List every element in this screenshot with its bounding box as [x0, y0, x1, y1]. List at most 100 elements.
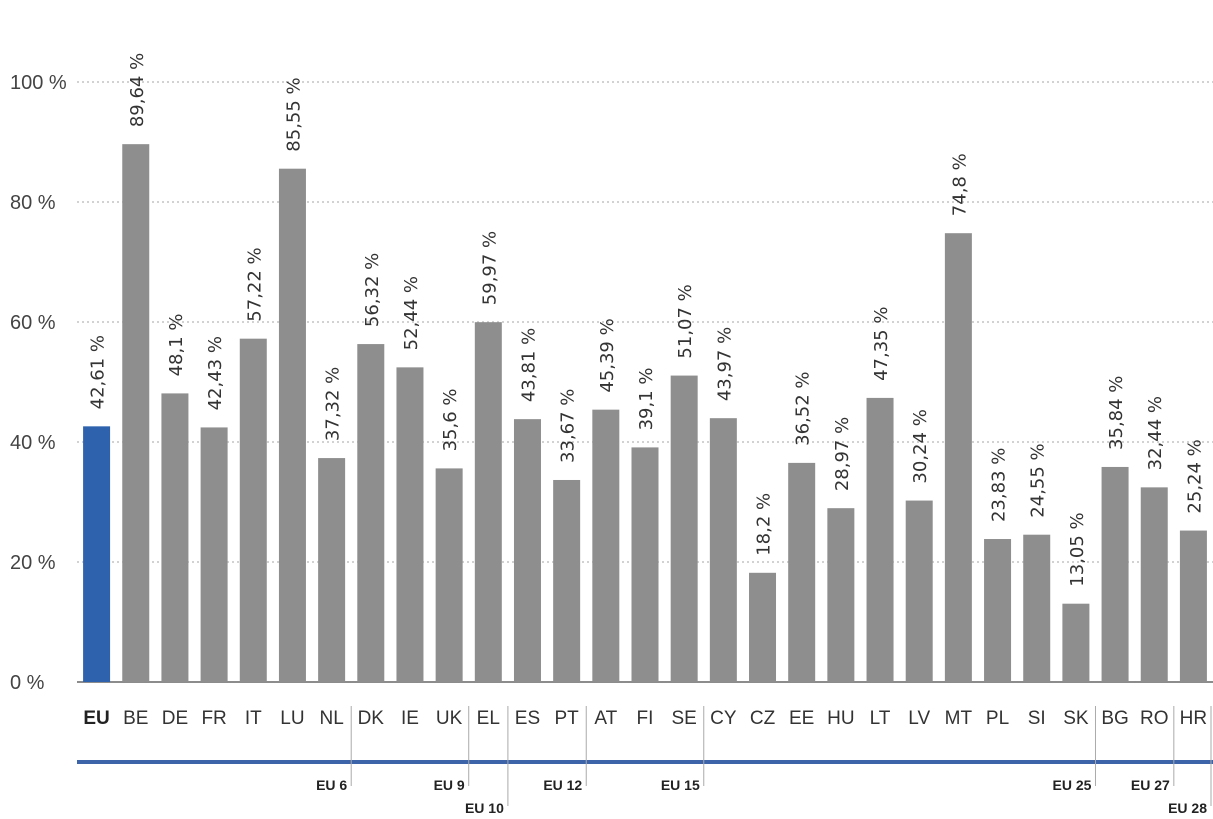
value-label-be: 89,64 %	[127, 53, 148, 127]
y-tick-label: 40 %	[10, 432, 56, 454]
value-label-cy: 43,97 %	[714, 327, 735, 401]
value-label-el: 59,97 %	[479, 231, 500, 305]
value-label-si: 24,55 %	[1028, 443, 1049, 517]
x-tick-label-mt: MT	[945, 708, 973, 729]
value-label-bg: 35,84 %	[1106, 376, 1127, 450]
x-tick-label-pl: PL	[986, 708, 1009, 729]
x-tick-label-pt: PT	[555, 708, 580, 729]
value-label-dk: 56,32 %	[362, 253, 383, 327]
bar-de	[161, 393, 189, 682]
bar-pt	[553, 479, 581, 682]
bar-lv	[905, 500, 933, 682]
bar-se	[670, 375, 698, 682]
x-tick-label-sk: SK	[1063, 708, 1089, 729]
x-tick-label-lv: LV	[908, 708, 930, 729]
y-tick-label: 100 %	[10, 72, 67, 94]
value-label-at: 45,39 %	[597, 318, 618, 392]
value-label-cz: 18,2 %	[754, 493, 775, 556]
value-label-it: 57,22 %	[244, 247, 265, 321]
value-label-lt: 47,35 %	[871, 307, 892, 381]
value-label-ro: 32,44 %	[1145, 396, 1166, 470]
x-tick-label-uk: UK	[436, 708, 463, 729]
x-tick-label-ee: EE	[789, 708, 814, 729]
x-tick-label-hr: HR	[1180, 708, 1207, 729]
bar-eu	[83, 426, 111, 682]
bar-pl	[984, 539, 1012, 682]
group-label-eu-6: EU 6	[316, 777, 347, 793]
x-tick-label-se: SE	[671, 708, 696, 729]
value-label-lu: 85,55 %	[283, 77, 304, 151]
x-axis-ticks: EU BE DE FR IT LU NL DK IE UK EL ES PT AT FI SE CY CZ EE HU…	[83, 708, 1207, 729]
y-axis-ticks: 0 % 20 % 40 % 60 % 80 % 100 %	[10, 72, 67, 694]
x-tick-label-ie: IE	[401, 708, 419, 729]
value-label-es: 43,81 %	[518, 328, 539, 402]
x-tick-label-de: DE	[162, 708, 188, 729]
bar-at	[592, 409, 620, 682]
group-label-eu-15: EU 15	[661, 777, 700, 793]
bar-ie	[396, 367, 424, 682]
bar-ee	[788, 462, 816, 682]
value-label-uk: 35,6 %	[440, 388, 461, 451]
bar-lt	[866, 397, 894, 682]
group-label-eu-28: EU 28	[1168, 800, 1207, 816]
bar-be	[122, 144, 150, 682]
bar-es	[513, 419, 541, 682]
bar-mt	[944, 233, 972, 682]
x-tick-label-el: EL	[477, 708, 500, 729]
x-tick-label-at: AT	[594, 708, 617, 729]
group-label-eu-12: EU 12	[543, 777, 582, 793]
value-label-se: 51,07 %	[675, 284, 696, 358]
group-label-eu-9: EU 9	[434, 777, 465, 793]
bar-fi	[631, 447, 659, 682]
x-tick-label-be: BE	[123, 708, 148, 729]
bar-ro	[1140, 487, 1168, 682]
value-label-hr: 25,24 %	[1184, 439, 1205, 513]
value-label-nl: 37,32 %	[323, 367, 344, 441]
bars	[83, 144, 1207, 682]
value-label-ee: 36,52 %	[793, 372, 814, 446]
group-label-eu-25: EU 25	[1053, 777, 1092, 793]
bar-bg	[1101, 466, 1129, 682]
value-labels: 42,61 % 89,64 % 48,1 % 42,43 % 57,22 % 85,55 …	[88, 53, 1206, 587]
x-tick-label-bg: BG	[1101, 708, 1128, 729]
x-tick-label-cy: CY	[710, 708, 737, 729]
value-label-hu: 28,97 %	[832, 417, 853, 491]
bar-nl	[318, 458, 346, 682]
x-tick-label-si: SI	[1028, 708, 1046, 729]
y-tick-label: 80 %	[10, 192, 56, 214]
group-label-eu-27: EU 27	[1131, 777, 1170, 793]
bar-cy	[709, 418, 737, 682]
x-tick-label-lt: LT	[870, 708, 891, 729]
x-tick-label-fr: FR	[201, 708, 226, 729]
value-label-sk: 13,05 %	[1067, 512, 1088, 586]
x-tick-label-it: IT	[245, 708, 262, 729]
value-label-fi: 39,1 %	[636, 367, 657, 430]
y-tick-label: 0 %	[10, 672, 45, 694]
bar-cz	[749, 572, 777, 682]
x-tick-label-fi: FI	[637, 708, 654, 729]
value-label-pl: 23,83 %	[989, 448, 1010, 522]
x-tick-label-hu: HU	[827, 708, 854, 729]
value-label-fr: 42,43 %	[205, 336, 226, 410]
bar-dk	[357, 344, 385, 682]
value-label-pt: 33,67 %	[558, 389, 579, 463]
value-label-mt: 74,8 %	[949, 153, 970, 216]
x-tick-label-es: ES	[515, 708, 540, 729]
x-tick-label-dk: DK	[358, 708, 385, 729]
value-label-eu: 42,61 %	[88, 335, 109, 409]
x-tick-label-eu: EU	[83, 708, 109, 729]
x-tick-label-nl: NL	[319, 708, 343, 729]
bar-si	[1023, 534, 1051, 682]
enlargement-groups: EU 6 EU 9EU 10 EU 12 EU 15 EU 25 EU 27 EU 28	[77, 706, 1213, 816]
value-label-de: 48,1 %	[166, 313, 187, 376]
value-label-ie: 52,44 %	[401, 276, 422, 350]
bar-fr	[200, 427, 228, 682]
y-tick-label: 60 %	[10, 312, 56, 334]
bar-uk	[435, 468, 463, 682]
bar-it	[239, 338, 267, 682]
x-tick-label-lu: LU	[280, 708, 304, 729]
group-label-eu-10: EU 10	[465, 800, 504, 816]
y-tick-label: 20 %	[10, 552, 56, 574]
bar-el	[474, 322, 502, 682]
